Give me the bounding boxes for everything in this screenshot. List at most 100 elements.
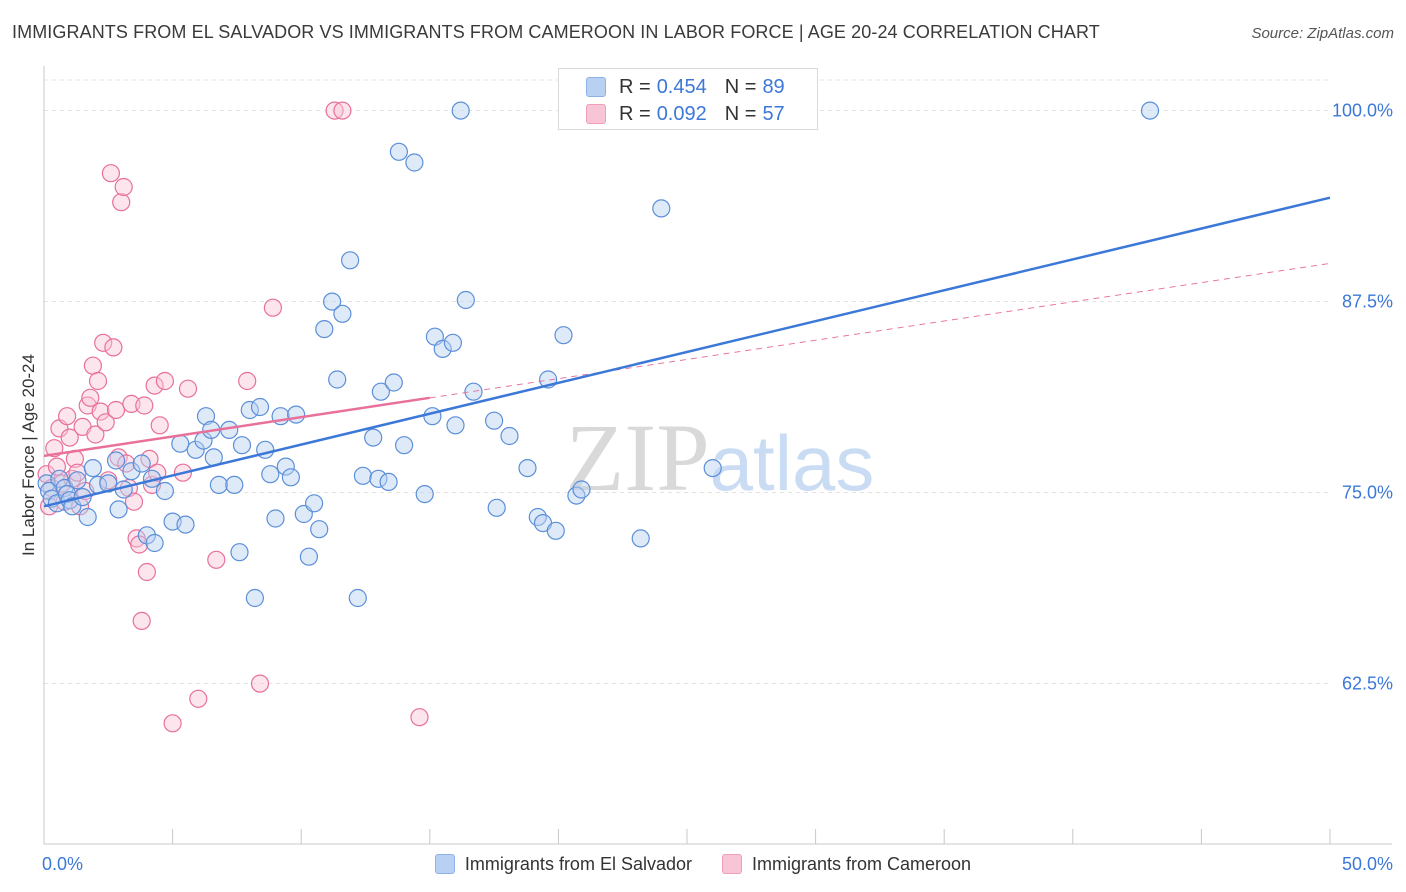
trend-lines bbox=[43, 196, 1331, 508]
data-point-el-salvador bbox=[266, 509, 285, 528]
data-point-cameroon bbox=[207, 550, 226, 569]
data-point-el-salvador bbox=[487, 498, 506, 517]
data-point-cameroon bbox=[83, 356, 103, 375]
data-point-cameroon bbox=[145, 376, 164, 395]
data-point-cameroon bbox=[104, 338, 123, 357]
data-point-cameroon bbox=[132, 611, 151, 631]
data-point-cameroon bbox=[263, 298, 282, 317]
data-point-el-salvador bbox=[703, 459, 722, 478]
y-tick-label: 75.0% bbox=[1342, 483, 1393, 503]
y-tick-label: 62.5% bbox=[1342, 674, 1393, 694]
data-point-cameroon bbox=[250, 674, 270, 693]
legend-item-el-salvador[interactable]: Immigrants from El Salvador bbox=[434, 853, 692, 875]
stats-row-el-salvador: R = 0.454 N = 89 bbox=[586, 74, 785, 100]
data-point-el-salvador bbox=[371, 382, 390, 401]
data-point-cameroon bbox=[60, 428, 79, 447]
data-point-el-salvador bbox=[232, 436, 252, 455]
data-point-cameroon bbox=[189, 689, 208, 708]
data-point-el-salvador bbox=[250, 397, 270, 417]
data-point-el-salvador bbox=[287, 405, 306, 424]
data-point-el-salvador bbox=[500, 426, 519, 446]
data-point-el-salvador bbox=[384, 373, 403, 392]
legend-label: Immigrants from Cameroon bbox=[752, 853, 972, 874]
data-point-cameroon bbox=[106, 400, 126, 420]
data-point-cameroon bbox=[96, 413, 115, 432]
legend-item-cameroon[interactable]: Immigrants from Cameroon bbox=[722, 854, 971, 875]
n-value: 89 bbox=[762, 75, 785, 98]
data-point-el-salvador bbox=[433, 339, 452, 358]
data-point-el-salvador bbox=[245, 588, 264, 608]
r-label: R = bbox=[619, 75, 651, 98]
data-point-cameroon bbox=[410, 708, 429, 727]
data-point-el-salvador bbox=[209, 475, 228, 494]
data-point-cameroon bbox=[114, 177, 133, 197]
data-point-el-salvador bbox=[299, 547, 318, 566]
legend-label: Immigrants from El Salvador bbox=[464, 853, 692, 874]
data-point-el-salvador bbox=[518, 459, 537, 478]
data-point-el-salvador bbox=[333, 304, 352, 323]
n-label: N = bbox=[724, 102, 757, 125]
data-point-el-salvador bbox=[305, 494, 324, 513]
data-point-el-salvador bbox=[451, 101, 470, 120]
data-point-cameroon bbox=[178, 379, 198, 398]
stats-legend: R = 0.454 N = 89 R = 0.092 N = 57 bbox=[558, 68, 818, 130]
data-point-el-salvador bbox=[546, 521, 565, 540]
data-point-el-salvador bbox=[240, 400, 259, 420]
data-point-cameroon bbox=[333, 101, 352, 120]
data-point-el-salvador bbox=[132, 454, 151, 473]
data-point-cameroon bbox=[150, 416, 169, 435]
data-point-cameroon bbox=[81, 388, 100, 407]
legend-swatch-pink bbox=[722, 854, 742, 874]
trend-line-el-salvador bbox=[43, 196, 1331, 508]
r-label: R = bbox=[619, 102, 651, 125]
data-point-el-salvador bbox=[276, 457, 295, 476]
n-value: 57 bbox=[762, 102, 785, 125]
data-point-el-salvador bbox=[186, 440, 205, 459]
data-point-el-salvador bbox=[389, 142, 408, 161]
data-point-cameroon bbox=[325, 101, 344, 120]
series-cameroon-points bbox=[37, 101, 429, 733]
legend-swatch-blue bbox=[434, 854, 455, 874]
data-point-el-salvador bbox=[443, 333, 462, 352]
data-point-cameroon bbox=[112, 193, 131, 212]
data-point-el-salvador bbox=[137, 526, 156, 545]
data-point-el-salvador bbox=[122, 462, 141, 481]
data-point-el-salvador bbox=[379, 472, 398, 491]
tick-labels: 62.5% 75.0% 87.5% 100.0% 0.0% 50.0% bbox=[42, 101, 1393, 874]
data-point-cameroon bbox=[94, 333, 113, 352]
data-point-el-salvador bbox=[83, 459, 103, 478]
trend-line-cameroon bbox=[43, 396, 430, 458]
data-point-cameroon bbox=[124, 492, 144, 511]
data-point-el-salvador bbox=[415, 485, 434, 504]
data-point-el-salvador bbox=[261, 465, 280, 484]
data-point-el-salvador bbox=[341, 251, 360, 270]
data-point-el-salvador bbox=[230, 543, 249, 562]
data-point-el-salvador bbox=[1140, 101, 1160, 120]
data-point-el-salvador bbox=[50, 469, 69, 488]
series-el-salvador-points bbox=[37, 101, 1160, 608]
data-point-el-salvador bbox=[155, 481, 174, 501]
data-point-el-salvador bbox=[353, 466, 372, 485]
data-point-el-salvador bbox=[485, 411, 504, 430]
data-point-cameroon bbox=[130, 535, 149, 554]
data-point-el-salvador bbox=[310, 520, 329, 539]
y-tick-label: 100.0% bbox=[1332, 101, 1393, 121]
data-point-cameroon bbox=[88, 371, 108, 391]
data-point-el-salvador bbox=[78, 507, 97, 527]
chart-title: IMMIGRANTS FROM EL SALVADOR VS IMMIGRANT… bbox=[12, 22, 1100, 42]
r-value: 0.454 bbox=[656, 75, 707, 98]
data-point-cameroon bbox=[137, 562, 156, 582]
data-point-el-salvador bbox=[323, 292, 342, 311]
data-point-el-salvador bbox=[63, 497, 82, 516]
x-tick-label: 0.0% bbox=[42, 854, 83, 874]
n-label: N = bbox=[724, 75, 757, 98]
data-point-cameroon bbox=[86, 425, 105, 444]
data-point-cameroon bbox=[163, 714, 182, 733]
y-axis-label: In Labor Force | Age 20-24 bbox=[19, 354, 38, 556]
data-point-cameroon bbox=[101, 164, 121, 183]
data-point-cameroon bbox=[91, 402, 110, 421]
data-point-el-salvador bbox=[348, 588, 367, 608]
series-legend: Immigrants from El Salvador Immigrants f… bbox=[0, 850, 1406, 878]
data-point-el-salvador bbox=[176, 515, 195, 534]
